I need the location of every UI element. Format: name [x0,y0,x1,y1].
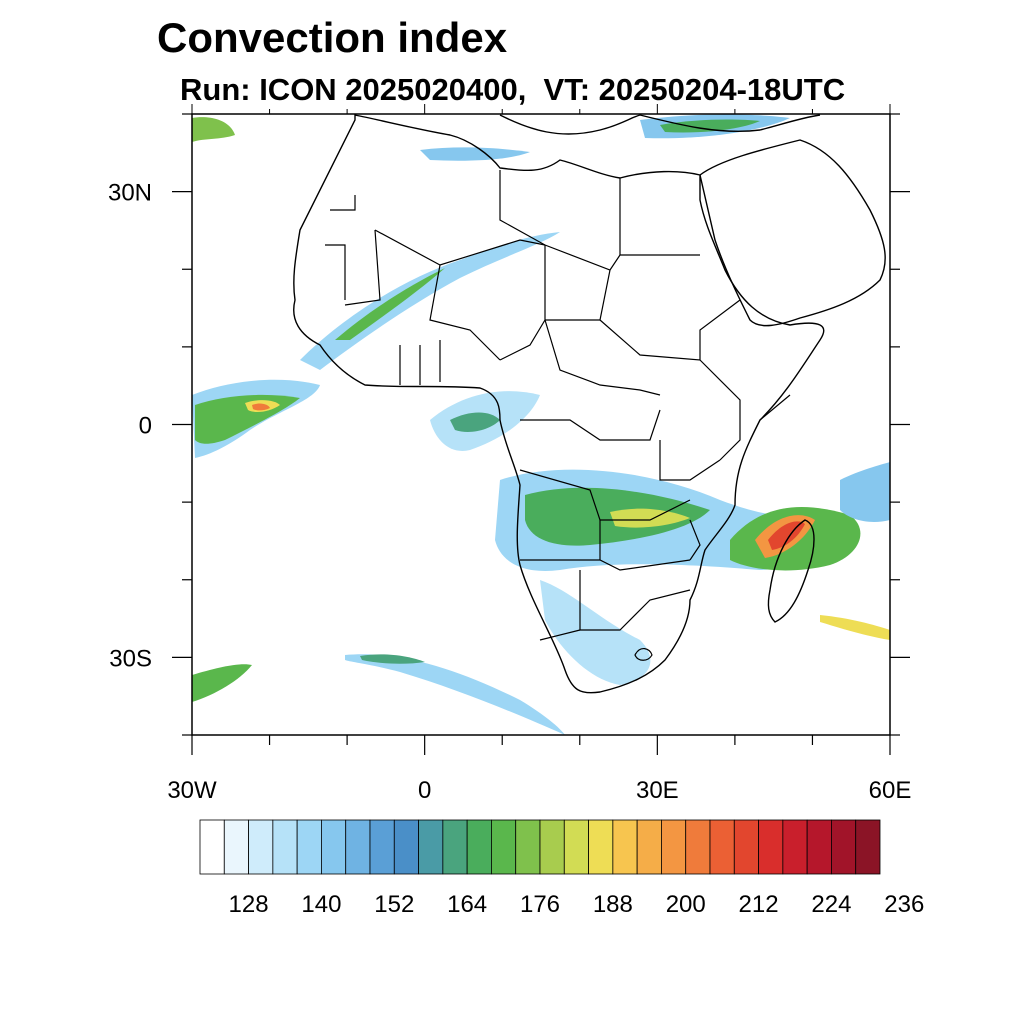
colorbar-swatch [418,819,444,875]
colorbar-swatch [588,819,614,875]
colorbar-swatch [248,819,274,875]
colorbar-swatch [442,819,468,875]
coastline-arabia [699,139,886,327]
map-subtitle: Run: ICON 2025020400, VT: 20250204-18UTC [180,72,846,107]
colorbar-swatch [296,819,322,875]
shade-south-africa [540,580,651,685]
colorbar-label: 140 [301,891,341,918]
shade-sahel-band [300,232,560,370]
lat-tick-label: 30S [109,645,152,672]
lon-tick-label: 60E [869,777,912,804]
colorbar-label: 224 [811,891,851,918]
colorbar-swatch [758,819,784,875]
colorbar-swatch [369,819,395,875]
shade-atlantic-eq-max [252,403,270,411]
border-2 [325,244,346,300]
colorbar-swatch [466,819,492,875]
colorbar-swatch [661,819,687,875]
colorbar-label: 236 [884,891,924,918]
border-10 [599,299,741,361]
map-frame [191,113,891,736]
colorbar-label: 176 [520,891,560,918]
country-borders [325,170,791,661]
border-18 [579,570,691,631]
shade-southern-belt-peak [610,508,690,528]
border-5 [499,170,700,271]
shade-nw-corner [192,117,235,142]
colorbar-label: 164 [447,891,487,918]
colorbar-swatch [709,819,735,875]
border-19 [539,629,581,641]
shade-se-streak [820,615,890,640]
colorbar-swatch [321,819,347,875]
lon-tick-label: 0 [418,777,431,804]
border-12 [520,409,661,441]
lat-tick-label: 30N [108,180,152,207]
colorbar-swatch [612,819,638,875]
colorbar-swatch [831,819,857,875]
border-1 [330,195,356,211]
border-13 [699,359,741,461]
colorbar-swatch [345,819,371,875]
colorbar-swatch [491,819,517,875]
colorbar-swatch [855,819,881,875]
colorbar-swatch [636,819,662,875]
colorbar-swatch [199,819,225,875]
colorbar-swatch [685,819,711,875]
colorbar-swatch [806,819,832,875]
colorbar-swatch [563,819,589,875]
coastline-europe-south [499,114,641,135]
convection-shading [192,114,890,735]
border-7 [499,245,546,361]
border-8 [545,269,611,321]
colorbar-swatch [223,819,249,875]
colorbar-swatch [539,819,565,875]
colorbar-swatch [515,819,541,875]
border-3 [344,229,381,306]
colorbar-swatch [782,819,808,875]
shade-sahel-band-core [335,268,445,340]
shade-turkey-core [660,119,760,133]
colorbar-label: 188 [593,891,633,918]
shade-sw-corner [192,664,252,702]
colorbar-label: 200 [666,891,706,918]
colorbar-swatch [393,819,419,875]
coastline-africa [293,114,825,694]
colorbar-label: 212 [739,891,779,918]
lon-tick-label: 30W [167,777,217,804]
coastlines [293,114,886,694]
colorbar-swatch [272,819,298,875]
colorbar: 128 140 152 164 176 188 200 212 224 236 [199,819,924,918]
border-14 [659,440,721,481]
colorbar-label: 152 [374,891,414,918]
colorbar-label: 128 [229,891,269,918]
map-title: Convection index [157,14,508,61]
border-9 [429,264,501,361]
lat-tick-label: 0 [139,413,152,440]
coastline-anatolia [639,114,821,133]
shade-gulf-guinea-core [450,412,500,432]
shade-south-atlantic-streak [345,654,565,735]
border-16 [520,559,691,571]
border-20 [689,519,701,561]
border-11 [544,319,661,396]
border-lesotho [634,648,653,661]
shade-south-atlantic-streak-core [360,654,425,664]
shade-indian-ocean [840,462,890,522]
lon-tick-label: 30E [636,777,679,804]
coastline-madagascar [767,519,815,623]
shade-med [420,147,530,161]
colorbar-swatch [733,819,759,875]
border-21 [759,394,791,421]
axis-ticks: 30N 0 30S 30W 0 30E 60E [108,104,911,804]
border-4 [374,229,546,266]
